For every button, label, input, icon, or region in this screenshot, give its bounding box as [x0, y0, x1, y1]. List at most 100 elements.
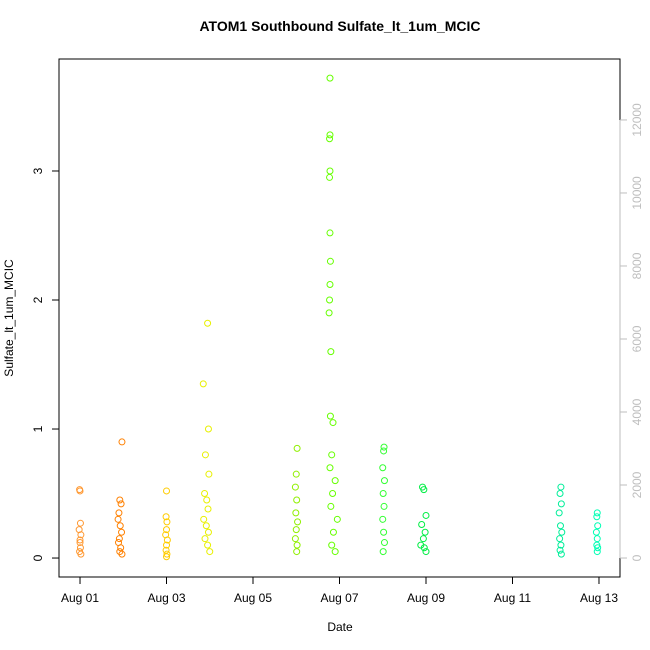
data-point [326, 135, 334, 143]
data-point [291, 483, 299, 491]
data-point [118, 528, 126, 536]
data-point [291, 535, 299, 543]
chart-title: ATOM1 Southbound Sulfate_lt_1um_MCIC [199, 18, 480, 34]
data-point [380, 528, 388, 536]
data-point [163, 550, 171, 558]
data-point [203, 496, 211, 504]
data-point [292, 509, 300, 517]
data-point [202, 522, 210, 530]
data-point [118, 438, 126, 446]
data-point [328, 541, 336, 549]
data-point [292, 470, 300, 478]
data-point [556, 546, 564, 554]
data-point [555, 509, 563, 517]
data-point [325, 309, 333, 317]
data-point [116, 496, 124, 504]
data-point [329, 490, 337, 498]
data-point [201, 535, 209, 543]
data-point [593, 548, 601, 556]
plot-frame [58, 58, 621, 578]
data-point [204, 541, 212, 549]
data-point [557, 500, 565, 508]
data-point [294, 518, 302, 526]
data-point [326, 296, 334, 304]
data-point [592, 528, 600, 536]
data-point [293, 548, 301, 556]
data-point [163, 541, 171, 549]
y-axis-label: Sulfate_lt_1um_MCIC [2, 259, 16, 377]
data-point [326, 167, 334, 175]
data-point [327, 502, 335, 510]
data-point [200, 515, 208, 523]
data-point [201, 490, 209, 498]
data-point [293, 496, 301, 504]
data-point [556, 535, 564, 543]
y2-tick-label: 4000 [630, 398, 644, 425]
x-tick-label: Aug 13 [580, 591, 618, 605]
x-axis-label: Date [327, 620, 353, 634]
y2-tick-label: 0 [630, 554, 644, 561]
data-point [204, 425, 212, 433]
y2-tick-label: 12000 [630, 103, 644, 137]
data-point [380, 539, 388, 547]
data-point [326, 257, 334, 265]
x-tick-label: Aug 03 [147, 591, 185, 605]
y-tick-label: 0 [31, 554, 45, 561]
data-point [326, 464, 334, 472]
data-point [420, 544, 428, 552]
data-point [204, 319, 212, 327]
data-point [77, 531, 85, 539]
data-point [326, 74, 334, 82]
data-point [419, 535, 427, 543]
data-point [326, 281, 334, 289]
data-point [593, 509, 601, 517]
data-point [594, 544, 602, 552]
data-point [163, 553, 171, 561]
y-tick-label: 2 [31, 296, 45, 303]
data-point [77, 550, 85, 558]
data-point [204, 528, 212, 536]
data-point [76, 536, 84, 544]
data-point [556, 490, 564, 498]
data-point [116, 522, 124, 530]
data-point [329, 528, 337, 536]
data-point [331, 477, 339, 485]
data-point [422, 511, 430, 519]
data-point [326, 131, 334, 139]
data-point [380, 447, 388, 455]
data-point [327, 348, 335, 356]
x-tick-label: Aug 01 [61, 591, 99, 605]
data-point [557, 483, 565, 491]
y2-tick-label: 2000 [630, 471, 644, 498]
data-point [163, 536, 171, 544]
x-tick-label: Aug 09 [407, 591, 445, 605]
data-point [328, 451, 336, 459]
data-point [163, 518, 171, 526]
data-point [204, 505, 212, 513]
data-point [379, 515, 387, 523]
data-point [117, 544, 125, 552]
x-tick-label: Aug 07 [320, 591, 358, 605]
x-tick-label: Aug 11 [494, 591, 531, 605]
y-tick-label: 1 [31, 425, 45, 432]
data-point [115, 535, 123, 543]
data-point [163, 526, 171, 534]
data-point [199, 380, 207, 388]
data-point [557, 550, 565, 558]
data-point [115, 509, 123, 517]
data-point [76, 539, 84, 547]
data-point [380, 477, 388, 485]
data-point [420, 486, 428, 494]
data-point [293, 541, 301, 549]
data-point [558, 528, 566, 536]
y2-tick-label: 10000 [630, 176, 644, 210]
y2-tick-label: 8000 [630, 252, 644, 279]
data-point [331, 548, 339, 556]
data-point [76, 487, 84, 495]
x-tick-label: Aug 05 [234, 591, 272, 605]
data-point [379, 548, 387, 556]
data-point [379, 464, 387, 472]
data-point [293, 444, 301, 452]
data-point [326, 412, 334, 420]
